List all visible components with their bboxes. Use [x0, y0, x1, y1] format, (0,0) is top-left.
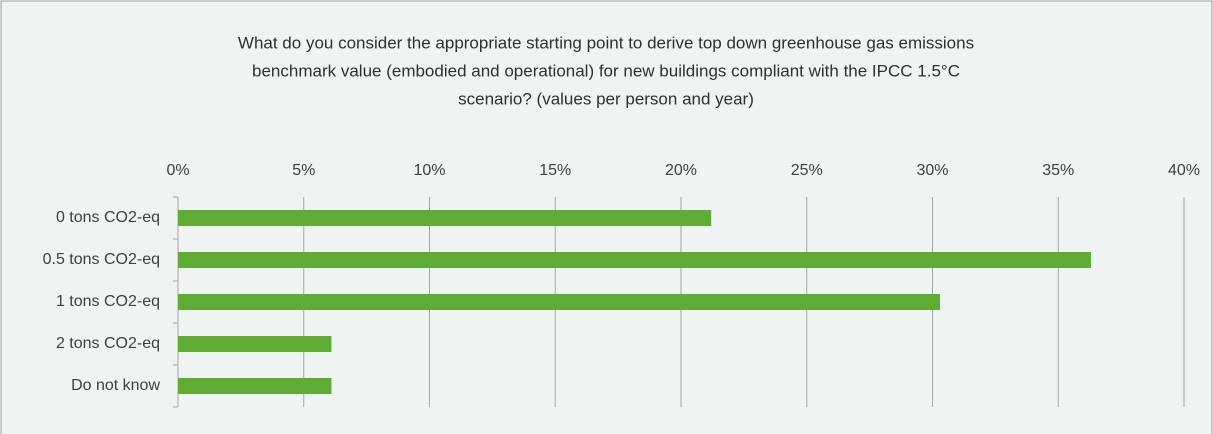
bar — [178, 294, 941, 310]
y-tick-label: Do not know — [71, 377, 160, 394]
y-tick-label: 0 tons CO2-eq — [56, 209, 160, 226]
x-tick-label: 0% — [166, 162, 189, 179]
y-tick-label: 1 tons CO2-eq — [56, 293, 160, 310]
x-tick-label: 10% — [413, 162, 445, 179]
x-tick-label: 15% — [539, 162, 571, 179]
y-tick-label: 2 tons CO2-eq — [56, 335, 160, 352]
x-tick-label: 20% — [665, 162, 697, 179]
chart-title: scenario? (values per person and year) — [458, 89, 754, 108]
bar — [178, 336, 332, 352]
y-tick-label: 0.5 tons CO2-eq — [43, 251, 160, 268]
chart-title: What do you consider the appropriate sta… — [238, 33, 974, 52]
x-tick-label: 30% — [916, 162, 948, 179]
bar — [178, 378, 332, 394]
x-tick-label: 40% — [1168, 162, 1200, 179]
x-tick-label: 35% — [1042, 162, 1074, 179]
chart-title: benchmark value (embodied and operationa… — [252, 61, 960, 80]
x-tick-label: 5% — [292, 162, 315, 179]
bar — [178, 252, 1091, 268]
bar — [178, 210, 712, 226]
x-tick-label: 25% — [791, 162, 823, 179]
